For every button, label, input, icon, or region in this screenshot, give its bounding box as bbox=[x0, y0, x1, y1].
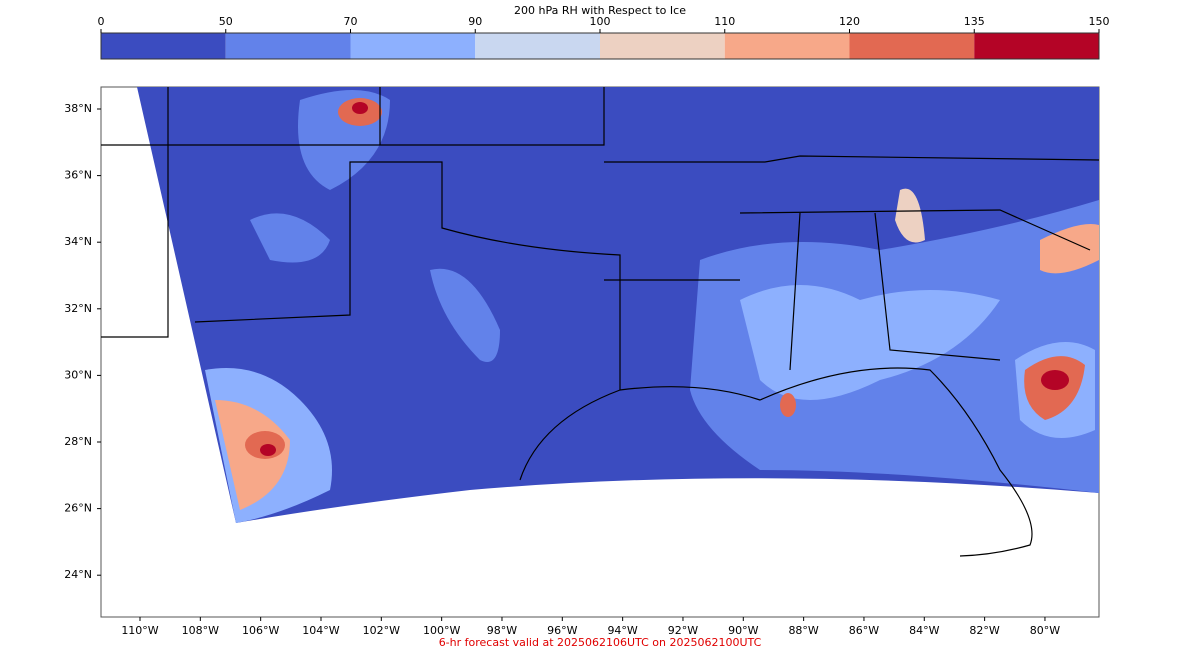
lon-label: 104°W bbox=[302, 624, 339, 637]
lon-label: 94°W bbox=[607, 624, 637, 637]
colorbar-tick-label: 100 bbox=[590, 15, 611, 28]
map-field bbox=[137, 87, 1099, 523]
colorbar-bin bbox=[724, 33, 850, 59]
colorbar-tick-label: 50 bbox=[219, 15, 233, 28]
colorbar-bin bbox=[475, 33, 600, 59]
lon-label: 88°W bbox=[788, 624, 818, 637]
lon-label: 86°W bbox=[849, 624, 879, 637]
lon-label: 108°W bbox=[182, 624, 219, 637]
colorbar-tick-label: 110 bbox=[714, 15, 735, 28]
lat-label: 36°N bbox=[64, 169, 92, 182]
lat-label: 30°N bbox=[64, 368, 92, 381]
lon-label: 110°W bbox=[121, 624, 158, 637]
colorbar-tick-label: 120 bbox=[839, 15, 860, 28]
lat-label: 28°N bbox=[64, 435, 92, 448]
colorbar-bin bbox=[225, 33, 351, 59]
colorbar-title: 200 hPa RH with Respect to Ice bbox=[514, 4, 686, 17]
footer: 6-hr forecast valid at 2025062106UTC on … bbox=[439, 636, 762, 649]
lat-label: 32°N bbox=[64, 302, 92, 315]
lon-label: 98°W bbox=[487, 624, 517, 637]
lat-label: 24°N bbox=[64, 568, 92, 581]
colorbar-tick-label: 70 bbox=[344, 15, 358, 28]
colorbar-tick-label: 0 bbox=[98, 15, 105, 28]
colorbar-bin bbox=[101, 33, 226, 59]
longitude-labels: 110°W 108°W 106°W 104°W 102°W 100°W 98°W 96°W 94… bbox=[121, 617, 1060, 637]
colorbar: 0 50 70 90 100 110 120 135 150 bbox=[98, 15, 1110, 60]
lat-label: 34°N bbox=[64, 235, 92, 248]
lon-label: 90°W bbox=[728, 624, 758, 637]
lon-label: 92°W bbox=[668, 624, 698, 637]
colorbar-bin bbox=[350, 33, 476, 59]
lon-label: 102°W bbox=[363, 624, 400, 637]
lon-label: 84°W bbox=[909, 624, 939, 637]
colorbar-bin bbox=[849, 33, 975, 59]
colorbar-tick-label: 150 bbox=[1089, 15, 1110, 28]
lon-label: 82°W bbox=[969, 624, 999, 637]
lon-label: 100°W bbox=[423, 624, 460, 637]
latitude-labels: 38°N 36°N 34°N 32°N 30°N 28°N 26°N 24°N bbox=[64, 102, 101, 581]
lat-label: 38°N bbox=[64, 102, 92, 115]
colorbar-tick-label: 135 bbox=[964, 15, 985, 28]
colorbar-tick-label: 90 bbox=[468, 15, 482, 28]
lat-label: 26°N bbox=[64, 502, 92, 515]
colorbar-bin bbox=[600, 33, 725, 59]
colorbar-bin bbox=[974, 33, 1099, 59]
state-borders bbox=[101, 87, 1100, 557]
lon-label: 106°W bbox=[242, 624, 279, 637]
lon-label: 96°W bbox=[547, 624, 577, 637]
lon-label: 80°W bbox=[1030, 624, 1060, 637]
